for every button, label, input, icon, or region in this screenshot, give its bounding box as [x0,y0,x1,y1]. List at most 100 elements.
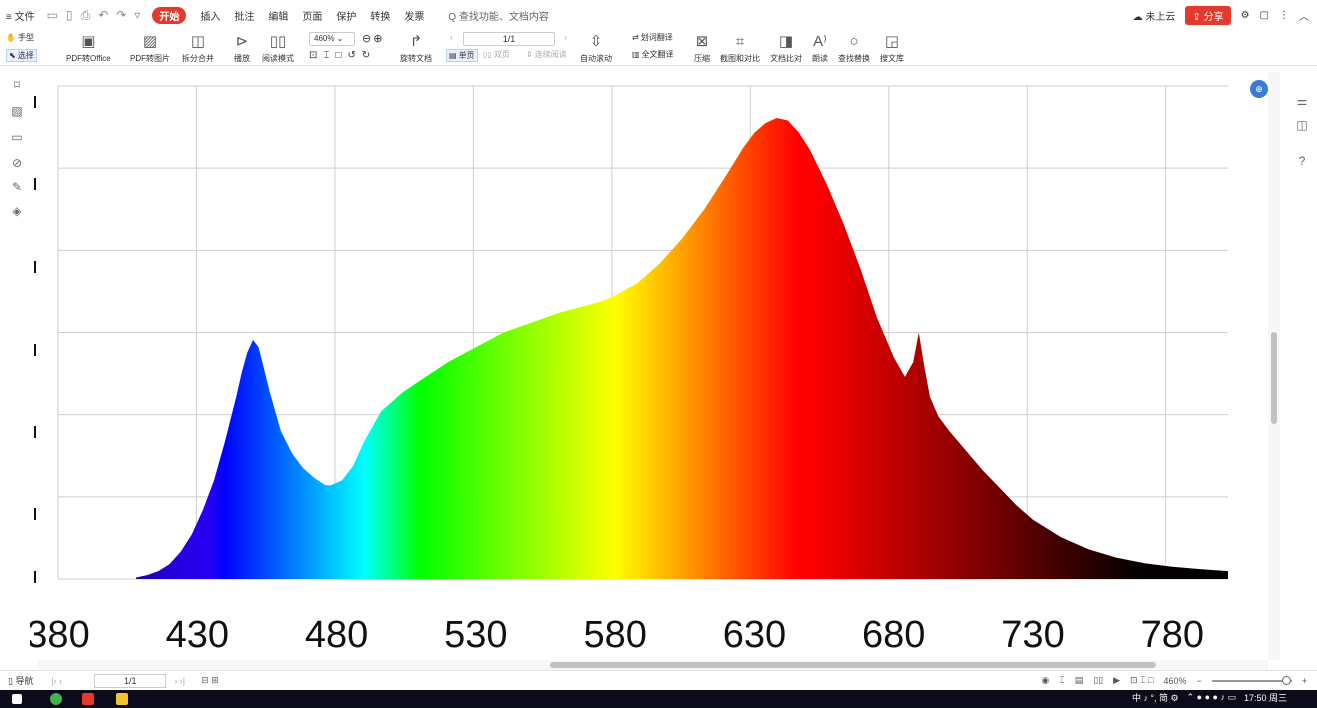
bookmark-icon[interactable]: ⌑ [13,78,21,92]
browser-icon[interactable] [50,693,62,705]
zoom-in-icon[interactable]: ⊕ [373,33,383,45]
open-icon[interactable]: ▭ [46,7,58,22]
tab-annotate[interactable]: 批注 [234,11,255,23]
double-page-button[interactable]: ▯▯ 双页 [483,49,510,60]
spectrum-chart: 380 430 480 530 580 630 680 730 780 [30,85,1228,656]
y-tick-fragment [34,344,36,356]
continuous-button[interactable]: ⇕ 连续阅读 [526,49,567,60]
ai-assistant-button[interactable]: ⊕ [1250,80,1268,98]
cloud-status[interactable]: ☁ 未上云 [1132,12,1176,23]
next-page-button[interactable]: › [564,33,567,42]
tab-protect[interactable]: 保护 [336,11,357,23]
tray-icons[interactable]: ⌃ ● ● ● ♪ ▭ [1186,692,1236,702]
zoom-slider[interactable] [1211,675,1292,685]
properties-icon[interactable]: ⚌ [1296,94,1308,108]
doc-compare-button[interactable]: ◨ 文档比对 [770,30,802,64]
pdf-to-image-button[interactable]: ▨ PDF转图片 [130,30,170,64]
zoom-slider-knob[interactable] [1281,675,1291,685]
undo-icon[interactable]: ↶ [98,7,109,22]
reading-mode-button[interactable]: ▯▯ 阅读模式 [262,30,294,64]
full-translate-button[interactable]: ▥ 全文翻译 [632,49,674,60]
doc-translate-icon: ▥ [632,50,640,59]
rotate-right-icon[interactable]: ↻ [361,50,371,61]
share-button[interactable]: ⇪ 分享 [1185,6,1231,25]
auto-scroll-button[interactable]: ⇳ 自动滚动 [580,30,612,64]
folder-icon[interactable] [116,693,128,705]
signature-icon[interactable]: ✎ [11,180,23,194]
double-page-status-icon[interactable]: ▯▯ [1093,675,1104,685]
word-translate-button[interactable]: ⇄ 划词翻译 [632,32,673,43]
layers-icon[interactable]: ◈ [12,204,22,218]
find-replace-button[interactable]: ○ 查找替换 [838,30,870,64]
read-aloud-button[interactable]: A⁾ 朗读 [812,30,828,64]
horizontal-scroll-thumb[interactable] [550,662,1156,668]
eye-icon[interactable]: ◉ [1041,675,1050,685]
comment-icon[interactable]: ▭ [11,130,23,144]
hand-tool[interactable]: ✋ 手型 [6,32,34,43]
start-icon[interactable] [12,694,22,704]
vertical-scrollbar[interactable] [1268,72,1280,660]
zoom-out-icon[interactable]: ⊖ [362,33,372,45]
rotate-left-icon[interactable]: ↺ [347,50,356,61]
fit-icons[interactable]: ⊟ ⊞ [201,675,219,685]
feature-search[interactable]: Q 查找功能、文档内容 [448,11,549,23]
last-page-icon[interactable]: › ›| [174,675,186,686]
fit-page-icon[interactable]: □ [335,50,342,61]
horizontal-scrollbar[interactable] [38,660,1268,670]
find-replace-label: 查找替换 [838,54,870,63]
status-zoom-value[interactable]: 460% [1163,675,1187,686]
save-icon[interactable]: ▯ [65,7,73,22]
ime-indicator[interactable]: 中 ♪ °, 简 ⚙ [1131,693,1179,703]
y-tick-fragment [34,426,36,438]
nav-toggle[interactable]: ▯ 导航 [8,676,34,686]
zoom-in-status-icon[interactable]: + [1301,675,1307,686]
tab-invoice[interactable]: 发票 [404,11,425,23]
page-input[interactable]: 1/1 [463,32,555,46]
pdf-to-office-button[interactable]: ▣ PDF转Office [66,30,111,64]
fit-width-status-icon[interactable]: ⌶ [1059,675,1065,685]
rotate-doc-button[interactable]: ↱ 旋转文档 [400,30,432,64]
split-merge-button[interactable]: ◫ 拆分合并 [182,30,214,64]
search-library-button[interactable]: ◲ 搜文库 [880,30,904,64]
reader-icon[interactable]: ◫ [1296,118,1308,132]
thumbnail-icon[interactable]: ▨ [11,104,23,118]
tab-edit[interactable]: 编辑 [268,11,289,23]
help-icon[interactable]: ? [1298,154,1306,168]
tab-convert[interactable]: 转换 [370,11,391,23]
status-page-input[interactable]: 1/1 [94,673,167,688]
x-tick-label: 580 [583,614,646,656]
select-tool[interactable]: ⬉ 选择 [6,49,37,62]
play-button[interactable]: ⊳ 播放 [234,30,250,64]
collapse-icon[interactable]: ︿ [1299,12,1309,23]
screenshot-compare-button[interactable]: ⌗ 截图和对比 [720,30,760,64]
chevron-left-icon: ‹ [450,33,453,42]
more-icon[interactable]: ⋮ [1279,10,1289,21]
actual-size-icon[interactable]: ⊡ [309,50,318,61]
prev-page-button[interactable]: ‹ [450,33,453,42]
single-page-status-icon[interactable]: ▤ [1074,675,1084,685]
tab-insert[interactable]: 插入 [200,11,221,23]
first-page-icon[interactable]: |‹ ‹ [51,675,63,686]
split-merge-label: 拆分合并 [182,54,214,63]
attachment-icon[interactable]: ⊘ [11,156,23,170]
y-tick-fragment [34,178,36,190]
tab-start[interactable]: 开始 [152,6,187,24]
redo-icon[interactable]: ↷ [116,7,127,22]
compress-button[interactable]: ⊠ 压缩 [694,30,710,64]
actual-size-status-icon[interactable]: ⊡ ⌶ □ [1130,675,1154,685]
zoom-out-status-icon[interactable]: − [1196,675,1202,686]
wps-icon[interactable] [82,693,94,705]
print-icon[interactable]: ⎙ [80,7,91,22]
chevron-down-icon[interactable]: ▿ [134,7,141,22]
settings-icon[interactable]: ⚙ [1240,10,1250,21]
play-status-icon[interactable]: ▶ [1113,675,1121,685]
zoom-input[interactable]: 460% ⌄ [309,32,355,46]
chat-icon[interactable]: ▢ [1259,10,1269,21]
fit-width-icon[interactable]: ⌶ [323,50,330,61]
file-menu[interactable]: ≡ 文件 [6,11,35,23]
tab-page[interactable]: 页面 [302,11,323,23]
x-tick-label: 680 [862,614,925,656]
vertical-scroll-thumb[interactable] [1271,332,1277,424]
single-page-button[interactable]: ▤ 单页 [446,49,478,62]
ribbon-toolbar: ✋ 手型 ⬉ 选择 ▣ PDF转Office ▨ PDF转图片 ◫ 拆分合并 ⊳ 播放 ▯▯… [0,30,1317,66]
